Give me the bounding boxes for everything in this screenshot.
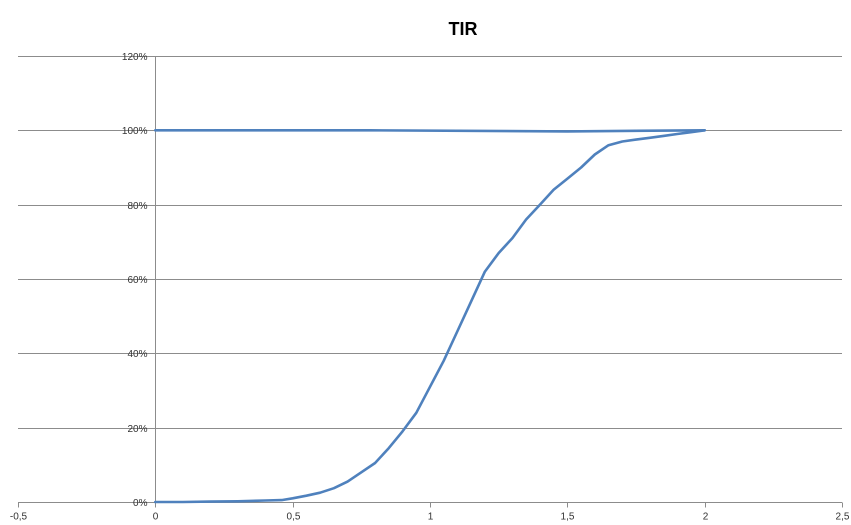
gridlines [18, 56, 842, 429]
x-tick-label-0: -0,5 [10, 512, 28, 523]
series-line-2 [154, 129, 706, 504]
x-tick-label-1: 0 [153, 512, 159, 523]
x-tick-label-3: 1 [428, 512, 434, 523]
y-tick-label-5: 100% [122, 126, 148, 137]
y-tick-label-0: 0% [133, 498, 148, 509]
x-tick-label-5: 2 [703, 512, 709, 523]
y-tick-label-2: 40% [127, 349, 147, 360]
x-tick-label-2: 0,5 [287, 512, 301, 523]
y-tick-label-4: 80% [127, 201, 147, 212]
x-tick-label-4: 1,5 [561, 512, 575, 523]
x-tick-label-6: 2,5 [836, 512, 850, 523]
chart-title: TIR [449, 19, 478, 39]
y-tick-labels: 0% 20% 40% 60% 80% 100% 120% [122, 52, 148, 509]
y-tick-label-3: 60% [127, 275, 147, 286]
x-tick-labels: -0,5 0 0,5 1 1,5 2 2,5 [10, 512, 850, 523]
series-lines [154, 129, 706, 504]
series-line-1 [154, 129, 706, 133]
y-tick-label-1: 20% [127, 424, 147, 435]
y-tick-label-6: 120% [122, 52, 148, 63]
